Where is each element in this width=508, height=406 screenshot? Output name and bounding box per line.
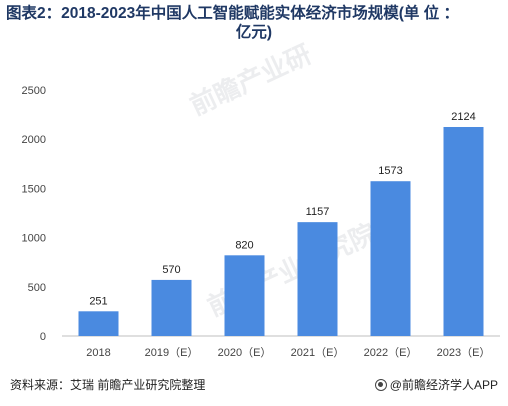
x-tick-label: 2022（E） (364, 346, 418, 359)
chart-title-line1: 图表2：2018-2023年中国人工智能赋能实体经济市场规模(单 位 ： (6, 5, 460, 22)
x-tick-label: 2021（E） (291, 346, 345, 359)
bar (370, 181, 411, 336)
bar-value-label: 820 (235, 239, 253, 251)
y-tick-label: 2000 (22, 134, 46, 146)
chart-title: 图表2：2018-2023年中国人工智能赋能实体经济市场规模(单 位 ： 亿元) (6, 4, 502, 42)
y-tick-label: 1500 (22, 183, 46, 195)
y-tick-label: 500 (28, 282, 46, 294)
bar-value-label: 1157 (306, 206, 330, 218)
bar (224, 255, 265, 336)
x-tick-label: 2023（E） (437, 346, 491, 359)
bar (443, 126, 484, 336)
bar-value-label: 570 (162, 264, 180, 276)
bar (151, 279, 192, 336)
chart-title-line2: 亿元) (235, 24, 273, 41)
bar (78, 311, 119, 336)
x-tick-label: 2020（E） (218, 346, 272, 359)
y-tick-label: 2500 (22, 85, 46, 97)
bar (297, 222, 338, 336)
brand-logo-icon (374, 378, 387, 391)
x-tick-label: 2018 (86, 347, 110, 359)
brand-text: @前瞻经济学人APP (389, 378, 498, 392)
x-tick-label: 2019（E） (145, 346, 199, 359)
source-note: 资料来源：艾瑞 前瞻产业研究院整理 (10, 378, 206, 392)
bar-value-label: 2124 (451, 111, 475, 123)
y-tick-label: 0 (40, 331, 46, 343)
brand-credit: @前瞻经济学人APP (374, 376, 498, 393)
bar-value-label: 251 (89, 295, 107, 307)
bar-value-label: 1573 (378, 165, 402, 177)
y-tick-label: 1000 (22, 233, 46, 245)
